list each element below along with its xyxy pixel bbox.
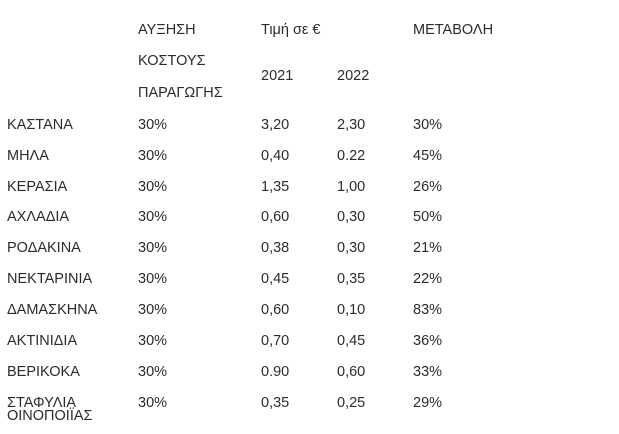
row-change: 36%: [413, 333, 443, 349]
row-product: ΣΤΑΦΥΛΙΑ ΟΙΝΟΠΟΙΪΑΣ: [7, 395, 93, 424]
row-increase: 30%: [138, 302, 168, 318]
row-price-2022: 0,30: [337, 240, 366, 256]
row-product: ΜΗΛΑ: [7, 148, 49, 164]
row-price-2021: 0,60: [261, 302, 290, 318]
row-price-2022: 1,00: [337, 179, 366, 195]
row-change: 29%: [413, 395, 443, 411]
row-price-2022: 2,30: [337, 117, 366, 133]
row-product: ΚΑΣΤΑΝΑ: [7, 117, 73, 133]
row-increase: 30%: [138, 333, 168, 349]
row-product: ΑΧΛΑΔΙΑ: [7, 209, 70, 225]
row-price-2022: 0.22: [337, 148, 366, 164]
row-price-2022: 0,25: [337, 395, 366, 411]
row-price-2021: 0,38: [261, 240, 290, 256]
row-product: ΒΕΡΙΚΟΚΑ: [7, 364, 80, 380]
row-increase: 30%: [138, 179, 168, 195]
header-increase-line3: ΠΑΡΑΓΩΓΗΣ: [138, 85, 223, 101]
row-product: ΡΟΔΑΚΙΝΑ: [7, 240, 81, 256]
row-price-2021: 3,20: [261, 117, 290, 133]
row-price-2021: 0.90: [261, 364, 290, 380]
row-price-2022: 0,30: [337, 209, 366, 225]
row-change: 33%: [413, 364, 443, 380]
row-price-2021: 0,70: [261, 333, 290, 349]
row-price-2022: 0,10: [337, 302, 366, 318]
row-increase: 30%: [138, 395, 168, 411]
row-product: ΔΑΜΑΣΚΗΝΑ: [7, 302, 98, 318]
row-product: ΝΕΚΤΑΡΙΝΙΑ: [7, 271, 93, 287]
row-price-2022: 0,35: [337, 271, 366, 287]
header-increase-line1: ΑΥΞΗΣΗ: [138, 22, 196, 38]
row-change: 22%: [413, 271, 443, 287]
row-price-2021: 0,35: [261, 395, 290, 411]
row-change: 26%: [413, 179, 443, 195]
row-price-2022: 0,60: [337, 364, 366, 380]
header-year-2021: 2021: [261, 68, 294, 84]
row-change: 83%: [413, 302, 443, 318]
header-year-2022: 2022: [337, 68, 370, 84]
row-price-2021: 0,40: [261, 148, 290, 164]
row-increase: 30%: [138, 364, 168, 380]
header-change: ΜΕΤΑΒΟΛΗ: [413, 22, 494, 38]
row-product: ΑΚΤΙΝΙΔΙΑ: [7, 333, 78, 349]
row-increase: 30%: [138, 209, 168, 225]
row-increase: 30%: [138, 117, 168, 133]
row-increase: 30%: [138, 148, 168, 164]
row-change: 50%: [413, 209, 443, 225]
row-change: 45%: [413, 148, 443, 164]
row-price-2021: 1,35: [261, 179, 290, 195]
row-price-2022: 0,45: [337, 333, 366, 349]
row-change: 21%: [413, 240, 443, 256]
row-price-2021: 0,45: [261, 271, 290, 287]
row-increase: 30%: [138, 240, 168, 256]
header-increase-line2: ΚΟΣΤΟΥΣ: [138, 53, 206, 69]
row-change: 30%: [413, 117, 443, 133]
row-price-2021: 0,60: [261, 209, 290, 225]
row-product: ΚΕΡΑΣΙΑ: [7, 179, 68, 195]
row-increase: 30%: [138, 271, 168, 287]
header-price: Τιμή σε €: [261, 22, 321, 38]
